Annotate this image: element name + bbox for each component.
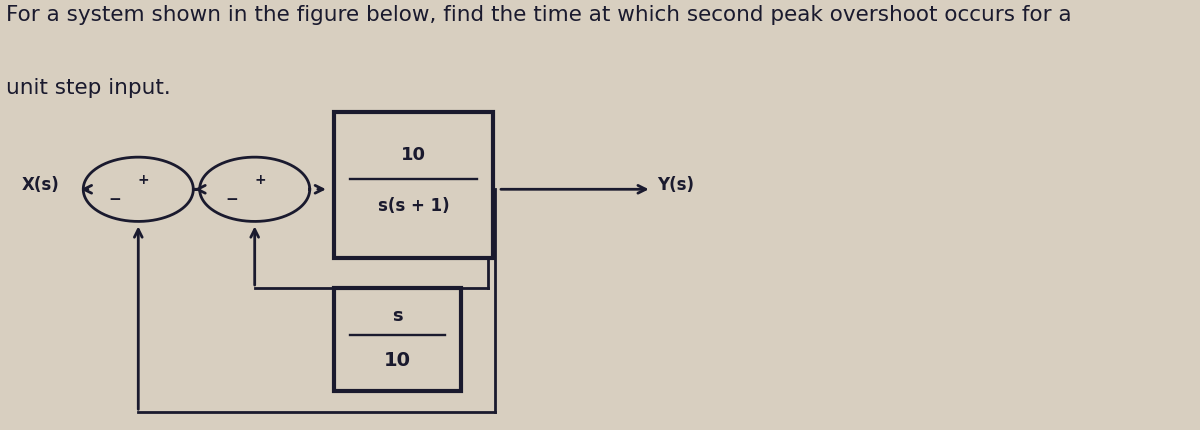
Text: s: s — [392, 307, 403, 325]
Text: 10: 10 — [401, 146, 426, 164]
FancyBboxPatch shape — [334, 112, 493, 258]
Text: unit step input.: unit step input. — [6, 78, 170, 98]
Polygon shape — [199, 157, 310, 221]
Text: +: + — [254, 173, 265, 187]
Text: −: − — [226, 193, 238, 208]
Text: s(s + 1): s(s + 1) — [378, 197, 449, 215]
Text: 10: 10 — [384, 351, 412, 370]
FancyBboxPatch shape — [334, 288, 461, 391]
Text: −: − — [109, 193, 121, 208]
Polygon shape — [83, 157, 193, 221]
Text: X(s): X(s) — [22, 176, 60, 194]
Text: For a system shown in the figure below, find the time at which second peak overs: For a system shown in the figure below, … — [6, 5, 1072, 25]
Text: +: + — [138, 173, 149, 187]
Text: Y(s): Y(s) — [656, 176, 694, 194]
